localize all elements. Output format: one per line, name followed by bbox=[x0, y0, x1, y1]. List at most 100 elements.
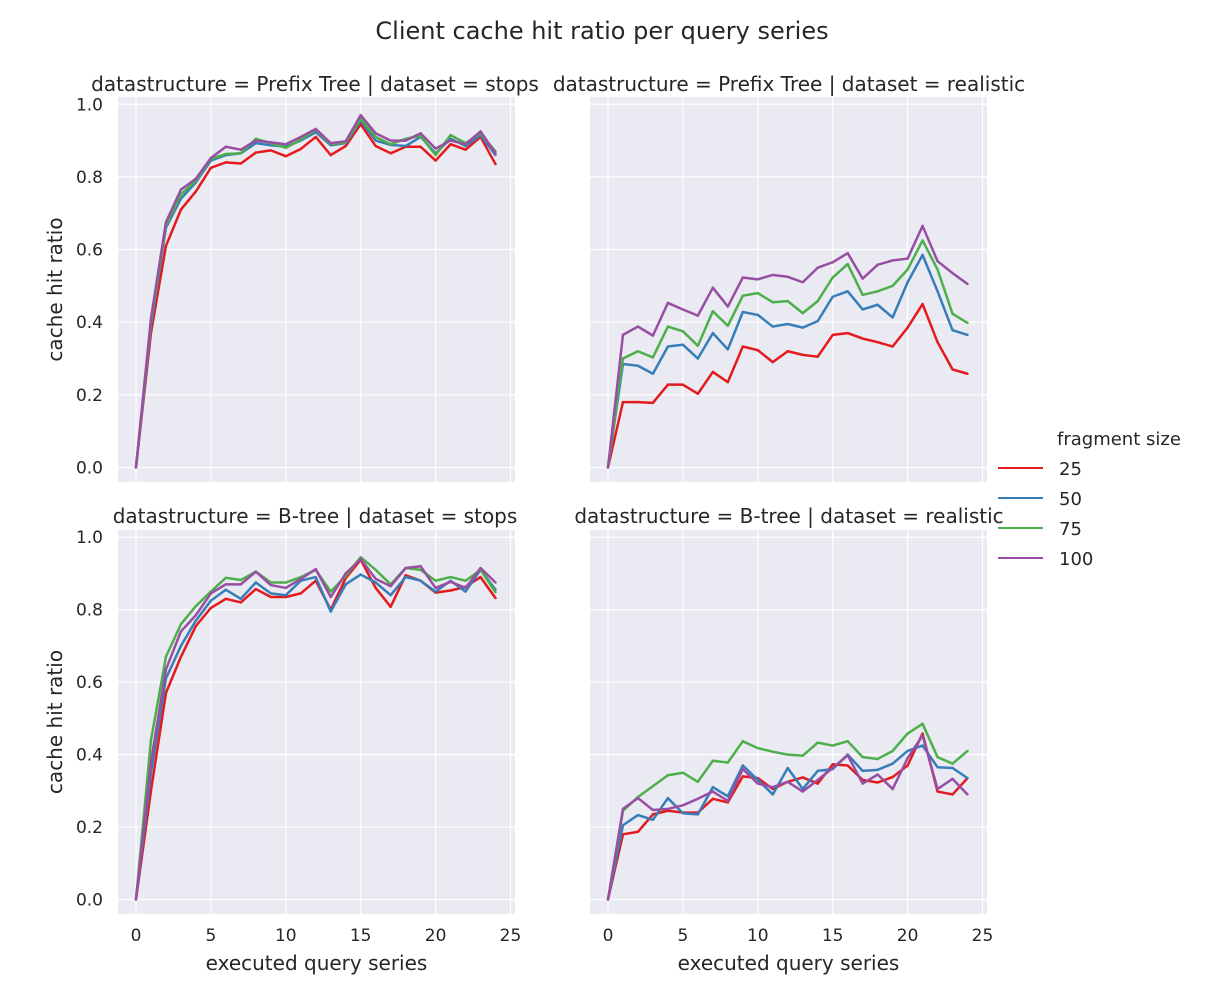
data-point bbox=[269, 583, 273, 587]
x-tick-label: 0 bbox=[131, 926, 142, 946]
data-point bbox=[269, 141, 273, 144]
data-point bbox=[164, 655, 168, 658]
data-point bbox=[239, 162, 243, 165]
legend-label: 50 bbox=[1059, 489, 1082, 510]
series-75 bbox=[606, 722, 969, 901]
data-point bbox=[666, 383, 670, 386]
data-point bbox=[786, 299, 789, 303]
data-point bbox=[284, 146, 287, 150]
x-tick-label: 10 bbox=[275, 926, 297, 946]
plot-background bbox=[118, 97, 515, 482]
data-point bbox=[636, 796, 640, 800]
data-point bbox=[936, 755, 939, 759]
x-tick-label: 5 bbox=[677, 926, 688, 946]
y-tick-label: 0.8 bbox=[76, 168, 103, 188]
data-point bbox=[359, 113, 362, 117]
data-point bbox=[299, 592, 302, 595]
data-point bbox=[494, 152, 497, 155]
data-point bbox=[696, 392, 700, 395]
x-tick-label: 25 bbox=[500, 926, 522, 946]
data-point bbox=[344, 572, 347, 575]
data-point bbox=[314, 567, 317, 571]
data-point bbox=[786, 780, 789, 783]
data-point bbox=[419, 145, 422, 148]
data-point bbox=[164, 691, 168, 695]
x-tick-label: 15 bbox=[350, 926, 372, 946]
data-point bbox=[906, 764, 909, 767]
data-point bbox=[494, 153, 497, 157]
data-point bbox=[254, 137, 258, 140]
data-point bbox=[636, 400, 640, 404]
data-point bbox=[494, 591, 497, 594]
data-point bbox=[756, 778, 759, 782]
data-point bbox=[876, 781, 879, 784]
data-point bbox=[254, 581, 258, 584]
data-point bbox=[179, 208, 183, 211]
data-point bbox=[449, 580, 452, 584]
data-point bbox=[681, 330, 685, 333]
legend-item-75: 75 bbox=[998, 519, 1082, 540]
data-point bbox=[621, 807, 625, 811]
facet-panel-3: datastructure = B-tree | dataset = stops… bbox=[43, 504, 521, 975]
data-point bbox=[254, 151, 258, 154]
data-point bbox=[636, 813, 640, 817]
data-point bbox=[179, 188, 183, 191]
data-point bbox=[681, 383, 685, 386]
data-point bbox=[434, 590, 437, 593]
data-point bbox=[711, 790, 715, 793]
data-point bbox=[419, 579, 422, 582]
data-point bbox=[876, 263, 879, 267]
data-point bbox=[651, 401, 655, 405]
data-point bbox=[936, 259, 939, 263]
legend-label: 100 bbox=[1059, 549, 1093, 570]
data-point bbox=[771, 750, 774, 753]
y-tick-label: 1.0 bbox=[76, 528, 103, 548]
data-point bbox=[374, 144, 377, 148]
data-point bbox=[164, 244, 168, 248]
data-point bbox=[921, 732, 924, 735]
data-point bbox=[891, 259, 894, 262]
data-point bbox=[254, 139, 258, 142]
data-point bbox=[846, 262, 849, 266]
data-point bbox=[966, 321, 969, 325]
data-point bbox=[771, 325, 774, 328]
data-point bbox=[269, 144, 273, 147]
data-point bbox=[756, 782, 759, 785]
data-point bbox=[936, 290, 939, 293]
data-point bbox=[951, 312, 954, 316]
data-point bbox=[921, 302, 924, 306]
data-point bbox=[389, 143, 392, 146]
data-point bbox=[404, 144, 407, 148]
data-point bbox=[831, 295, 834, 298]
facet-grid: datastructure = Prefix Tree | dataset = … bbox=[43, 72, 1025, 975]
data-point bbox=[389, 584, 392, 588]
data-point bbox=[651, 818, 655, 822]
data-point bbox=[224, 576, 228, 580]
data-point bbox=[404, 574, 407, 577]
data-point bbox=[711, 286, 715, 289]
facet-panel-4: datastructure = B-tree | dataset = reali… bbox=[574, 504, 1003, 975]
y-tick-label: 0.8 bbox=[76, 601, 103, 621]
y-axis-label: cache hit ratio bbox=[43, 650, 67, 794]
y-axis-label: cache hit ratio bbox=[43, 217, 67, 361]
data-point bbox=[891, 787, 894, 791]
legend-title: fragment size bbox=[1057, 429, 1181, 450]
data-point bbox=[951, 271, 954, 275]
data-point bbox=[831, 333, 834, 337]
data-point bbox=[194, 604, 198, 608]
data-point bbox=[329, 595, 332, 599]
data-point bbox=[861, 337, 864, 340]
data-point bbox=[209, 156, 213, 160]
data-point bbox=[651, 813, 655, 816]
data-point bbox=[771, 787, 774, 791]
data-point bbox=[344, 583, 347, 586]
data-point bbox=[756, 313, 759, 317]
data-point bbox=[636, 350, 640, 353]
data-point bbox=[846, 754, 849, 757]
data-point bbox=[269, 592, 273, 595]
facet-title: datastructure = B-tree | dataset = stops bbox=[113, 504, 518, 528]
data-point bbox=[741, 294, 745, 297]
data-point bbox=[681, 308, 685, 311]
data-point bbox=[876, 340, 879, 344]
legend-item-100: 100 bbox=[998, 549, 1093, 570]
